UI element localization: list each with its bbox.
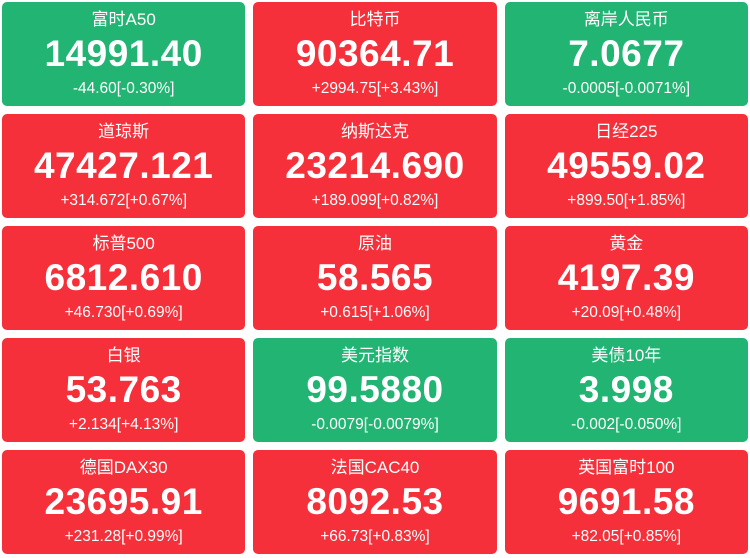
market-tile-12[interactable]: 美债10年 3.998 -0.002[-0.050%] (504, 338, 748, 442)
tile-change: +231.28[+0.99%] (64, 527, 183, 545)
tile-change: +0.615[+1.06%] (320, 303, 430, 321)
market-tile-4[interactable]: 道琼斯 47427.121 +314.672[+0.67%] (2, 114, 246, 218)
tile-change: +314.672[+0.67%] (60, 191, 188, 209)
market-tile-3[interactable]: 离岸人民币 7.0677 -0.0005[-0.0071%] (504, 2, 748, 106)
market-tile-7[interactable]: 标普500 6812.610 +46.730[+0.69%] (2, 226, 246, 330)
market-tile-8[interactable]: 原油 58.565 +0.615[+1.06%] (253, 226, 497, 330)
tile-name: 白银 (106, 345, 141, 365)
tile-change: -0.0079[-0.0079%] (311, 415, 439, 433)
tile-change: +82.05[+0.85%] (571, 527, 682, 545)
tile-change: +20.09[+0.48%] (571, 303, 682, 321)
tile-value: 99.5880 (306, 369, 444, 411)
tile-name: 黄金 (609, 233, 644, 253)
tile-change: -0.002[-0.050%] (571, 415, 682, 433)
tile-change: -0.0005[-0.0071%] (562, 79, 691, 97)
tile-value: 49559.02 (547, 145, 706, 187)
tile-change: +899.50[+1.85%] (567, 191, 686, 209)
tile-value: 47427.121 (33, 145, 214, 187)
tile-name: 富时A50 (91, 9, 156, 29)
tile-name: 离岸人民币 (583, 9, 669, 29)
tile-change: +66.73[+0.83%] (320, 527, 430, 545)
market-tile-5[interactable]: 纳斯达克 23214.690 +189.099[+0.82%] (253, 114, 497, 218)
tile-name: 道琼斯 (98, 121, 150, 141)
market-tile-9[interactable]: 黄金 4197.39 +20.09[+0.48%] (504, 226, 748, 330)
tile-value: 90364.71 (295, 33, 455, 75)
tile-name: 英国富时100 (578, 457, 675, 477)
tile-value: 23214.690 (285, 145, 465, 187)
tile-name: 比特币 (349, 9, 401, 29)
market-tile-6[interactable]: 日经225 49559.02 +899.50[+1.85%] (504, 114, 748, 218)
tile-value: 58.565 (316, 257, 434, 299)
tile-name: 日经225 (595, 121, 658, 141)
tile-change: +2.134[+4.13%] (68, 415, 179, 433)
tile-value: 53.763 (65, 369, 182, 411)
tile-name: 德国DAX30 (79, 457, 168, 477)
market-tile-11[interactable]: 美元指数 99.5880 -0.0079[-0.0079%] (253, 338, 497, 442)
tile-value: 7.0677 (568, 33, 685, 75)
tile-name: 原油 (357, 233, 392, 253)
market-tile-14[interactable]: 法国CAC40 8092.53 +66.73[+0.83%] (253, 450, 497, 554)
market-tile-2[interactable]: 比特币 90364.71 +2994.75[+3.43%] (253, 2, 497, 106)
tile-value: 23695.91 (44, 481, 203, 523)
tile-name: 法国CAC40 (330, 457, 420, 477)
tile-name: 美债10年 (591, 345, 662, 365)
tile-name: 美元指数 (340, 345, 409, 365)
tile-value: 4197.39 (557, 257, 695, 299)
tile-change: -44.60[-0.30%] (72, 79, 175, 97)
tile-name: 纳斯达克 (340, 121, 409, 141)
tile-name: 标普500 (92, 233, 155, 253)
tile-change: +2994.75[+3.43%] (311, 79, 439, 97)
tile-change: +46.730[+0.69%] (64, 303, 183, 321)
market-tile-13[interactable]: 德国DAX30 23695.91 +231.28[+0.99%] (2, 450, 246, 554)
market-tile-15[interactable]: 英国富时100 9691.58 +82.05[+0.85%] (504, 450, 748, 554)
tile-value: 6812.610 (44, 257, 203, 299)
tile-value: 14991.40 (44, 33, 203, 75)
tile-value: 8092.53 (306, 481, 444, 523)
market-tile-1[interactable]: 富时A50 14991.40 -44.60[-0.30%] (2, 2, 246, 106)
market-tile-10[interactable]: 白银 53.763 +2.134[+4.13%] (2, 338, 246, 442)
tile-value: 9691.58 (557, 481, 695, 523)
tile-change: +189.099[+0.82%] (311, 191, 439, 209)
tile-value: 3.998 (578, 369, 674, 411)
